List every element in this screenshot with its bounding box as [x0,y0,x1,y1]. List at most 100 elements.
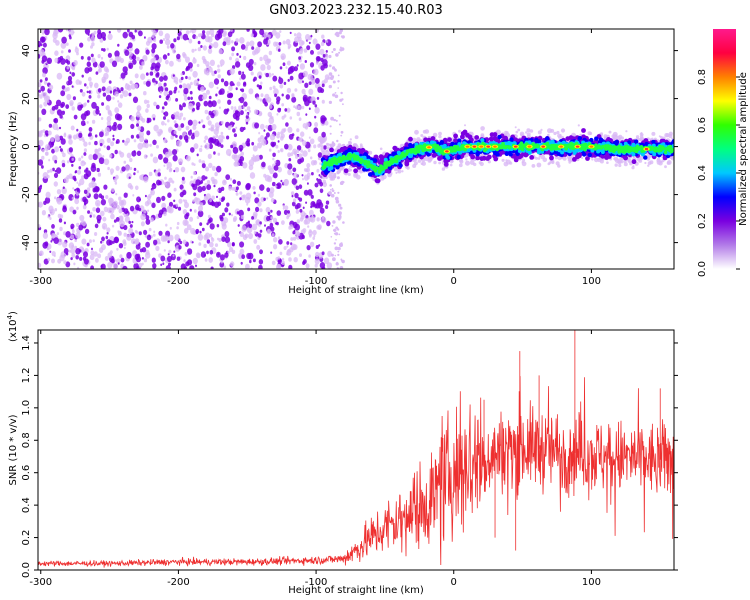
noise-speckle [258,264,263,269]
noise-speckle [239,110,244,116]
noise-speckle [190,175,193,179]
noise-speckle [301,88,306,95]
track-halo [480,126,485,131]
noise-speckle [136,123,139,127]
noise-speckle [83,173,89,180]
noise-speckle [257,41,262,48]
noise-speckle [101,86,106,92]
noise-speckle [208,137,214,145]
noise-speckle [286,87,292,94]
noise-speckle [151,183,157,190]
noise-speckle [119,57,124,64]
noise-speckle [172,204,176,209]
noise-speckle [240,151,244,156]
noise-speckle [340,130,344,134]
track-halo [547,133,550,136]
noise-speckle [325,200,330,205]
noise-speckle [271,260,276,266]
track-halo [577,124,580,127]
noise-speckle [195,179,201,186]
track-halo [547,128,552,134]
noise-speckle [186,66,189,70]
noise-speckle [83,122,86,126]
noise-speckle [85,167,89,172]
noise-speckle [39,94,43,99]
noise-speckle [44,151,49,156]
noise-speckle [157,132,161,137]
noise-speckle [313,127,319,134]
noise-speckle [48,158,51,162]
noise-speckle [298,105,302,111]
track-halo [602,158,605,161]
noise-speckle [271,233,275,238]
noise-speckle [214,243,219,248]
noise-speckle [286,60,291,66]
noise-speckle [333,228,337,232]
noise-speckle [304,82,309,89]
noise-speckle [179,184,184,190]
noise-speckle [109,90,113,94]
noise-speckle [265,98,269,102]
noise-speckle [194,48,197,52]
track-halo [521,161,527,167]
track-point [497,134,502,140]
noise-speckle [76,181,79,184]
noise-speckle [321,251,325,256]
noise-speckle [214,33,221,41]
noise-speckle [184,220,189,226]
noise-speckle [269,104,273,109]
noise-speckle [192,125,197,130]
noise-speckle [239,241,245,248]
noise-speckle [48,84,54,91]
track-halo [519,131,525,137]
track-halo [380,176,385,181]
track-halo [387,172,392,178]
noise-speckle [95,207,101,213]
noise-speckle [115,217,120,222]
noise-speckle [38,117,42,122]
noise-speckle [151,78,156,83]
noise-speckle [39,79,43,83]
noise-speckle [179,112,184,117]
noise-speckle [189,30,192,33]
noise-speckle [152,139,157,145]
track-halo [458,163,463,168]
noise-speckle [303,48,308,53]
noise-speckle [72,209,77,215]
noise-speckle [123,232,127,237]
noise-speckle [208,45,212,49]
noise-speckle [108,240,113,246]
noise-speckle [161,202,167,210]
noise-speckle [97,94,101,99]
noise-speckle [56,167,62,174]
noise-speckle [73,262,76,266]
noise-speckle [328,84,332,89]
noise-speckle [218,29,224,34]
noise-speckle [251,216,255,220]
noise-speckle [59,254,65,262]
noise-speckle [232,146,239,154]
noise-speckle [216,86,219,90]
track-halo [506,131,509,134]
noise-speckle [211,100,217,107]
noise-speckle [305,113,308,116]
noise-speckle [163,211,167,217]
noise-speckle [118,243,124,249]
noise-speckle [101,76,107,83]
track-point [581,128,586,133]
track-halo [487,160,491,164]
noise-speckle [147,209,150,213]
noise-speckle [307,225,310,228]
noise-speckle [265,132,270,138]
noise-speckle [98,193,103,198]
noise-speckle [202,30,206,35]
track-halo [438,161,441,165]
noise-speckle [119,215,124,221]
noise-speckle [125,83,128,86]
noise-speckle [86,90,89,94]
noise-speckle [67,75,73,81]
noise-speckle [209,241,214,248]
track-halo [412,137,417,143]
noise-speckle [122,139,125,143]
noise-speckle [281,220,285,226]
